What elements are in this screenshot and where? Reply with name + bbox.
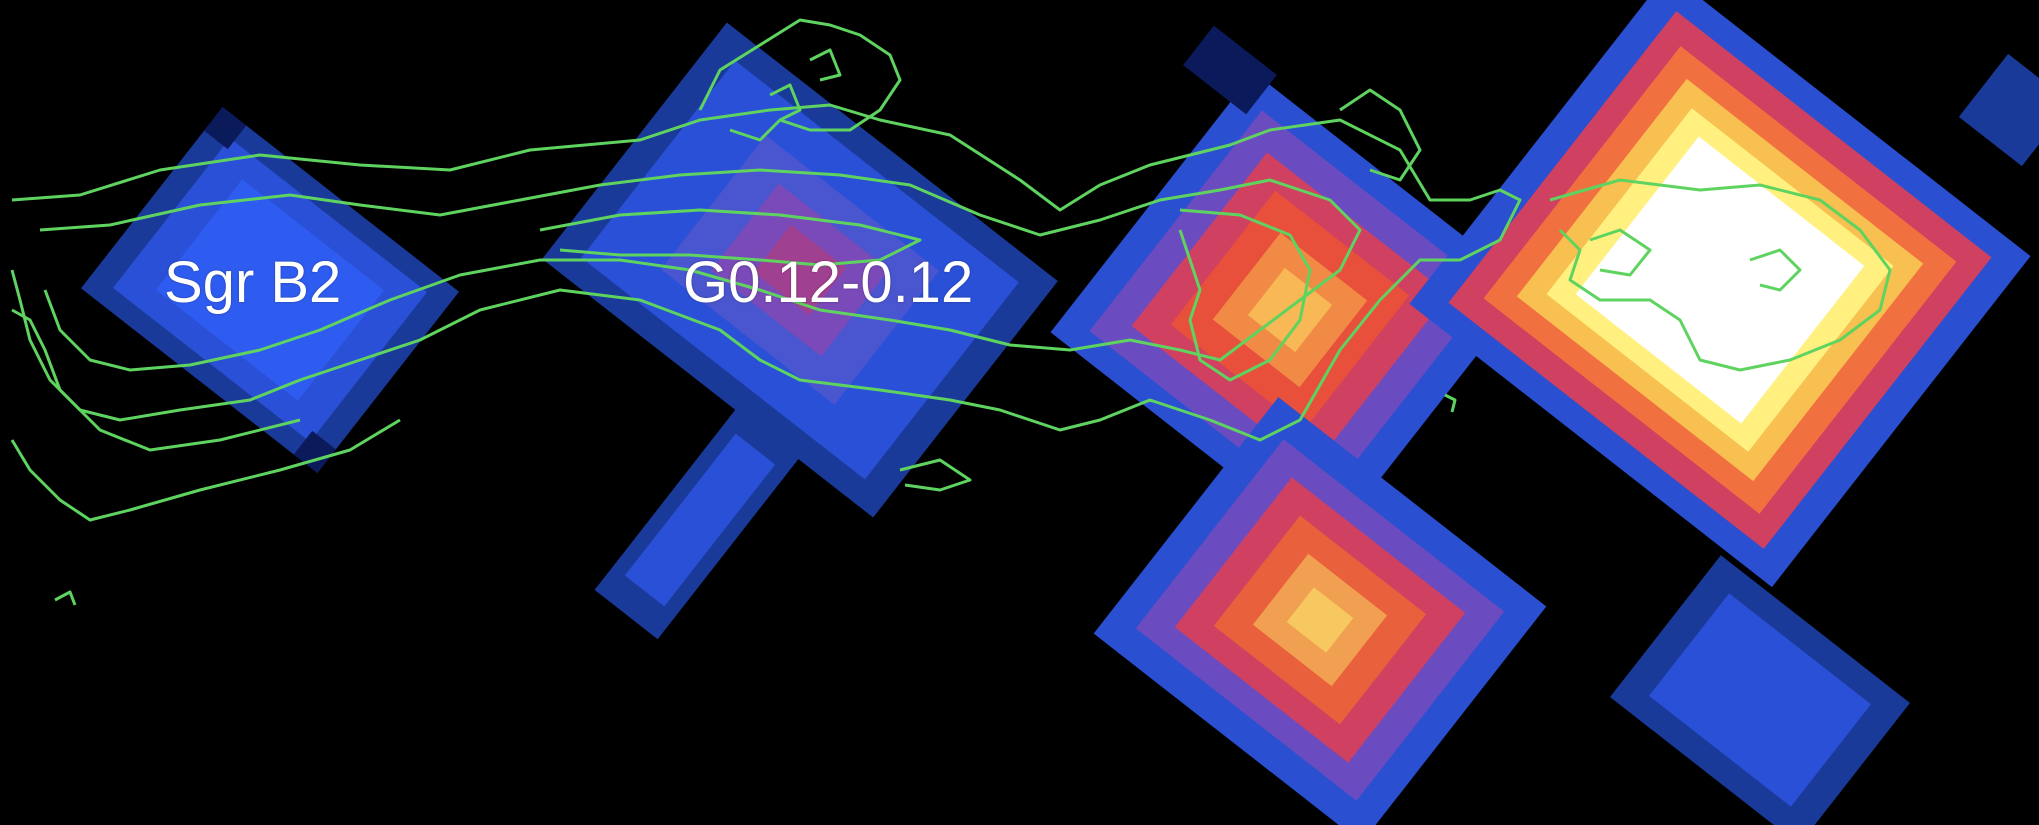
contour-bright <box>1549 178 1892 372</box>
emission-blob-top <box>1183 25 1277 115</box>
contour-blob-low <box>899 458 972 492</box>
contour-inner <box>539 208 922 267</box>
contour-tick <box>54 590 77 606</box>
contour-outer <box>10 103 1522 442</box>
contour-top-inner <box>769 83 802 122</box>
emission-blob-sgr-b2 <box>80 107 460 473</box>
contour-inner-2 <box>1178 208 1312 382</box>
emission-blob-lower <box>1093 397 1547 825</box>
contour-top-inner-2 <box>809 48 842 82</box>
emission-blob-bright <box>1409 0 2031 588</box>
emission-blob-bottom-right <box>1610 555 1910 825</box>
contour-mid <box>39 168 1362 372</box>
contour-lines <box>10 18 1892 606</box>
contour-top <box>698 18 902 142</box>
emission-tail <box>594 400 806 640</box>
contour-right-top <box>1339 88 1422 182</box>
contour-bright-inner <box>1589 228 1652 277</box>
contour-outer-2 <box>10 418 401 522</box>
contour-bright-inner-2 <box>1749 248 1802 292</box>
contour-tick-2 <box>1444 393 1457 413</box>
label-sgr-b2: Sgr B2 <box>164 250 342 315</box>
emission-blob-edge <box>1958 53 2039 167</box>
label-g0-12: G0.12-0.12 <box>683 250 974 315</box>
contour-outer-3 <box>11 308 301 452</box>
